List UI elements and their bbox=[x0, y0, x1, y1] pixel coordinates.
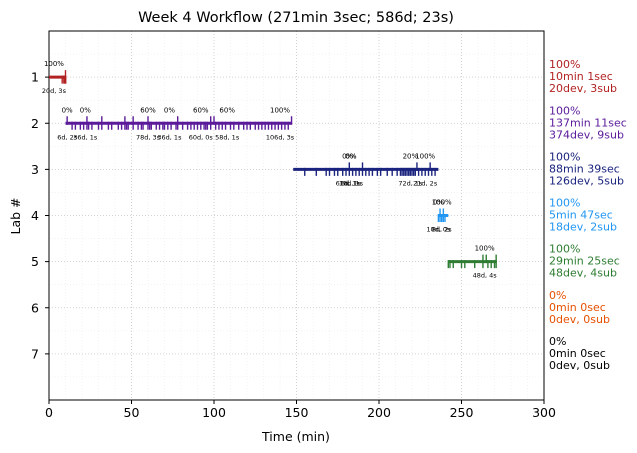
submit-detail-label: 61d, 1s bbox=[336, 179, 361, 187]
submit-score-label: 0% bbox=[80, 106, 91, 114]
submit-detail-label: 78d, 3s bbox=[136, 133, 161, 141]
lab-4-summary-line: 100% bbox=[549, 197, 580, 210]
grid bbox=[48, 31, 545, 400]
submit-score-label: 100% bbox=[475, 245, 495, 253]
y-tick-label: 7 bbox=[31, 346, 39, 361]
submit-score-label: 0% bbox=[342, 152, 353, 160]
lab-4-summary-line: 5min 47sec bbox=[549, 209, 613, 222]
x-tick-label: 100 bbox=[202, 405, 226, 420]
lab-1-summary-line: 100% bbox=[549, 58, 580, 71]
y-tick-label: 6 bbox=[31, 300, 39, 315]
submit-detail-label: 72d, 1s bbox=[398, 179, 423, 187]
lab-2-timeline: 0% 6d, 2s 0% 36d, 1s 60% 78d, 3s 0% 36d, 1s 60% 6… bbox=[57, 106, 295, 141]
lab-2-summary-line: 100% bbox=[549, 104, 580, 117]
lab-6-summary-line: 0min 0sec bbox=[549, 301, 606, 314]
x-tick-label: 50 bbox=[124, 405, 140, 420]
x-tick-label: 0 bbox=[45, 405, 53, 420]
submit-detail-label: 16d, 1s bbox=[339, 179, 364, 187]
submit-score-label: 100% bbox=[432, 199, 452, 207]
submit-detail-label: 58d, 1s bbox=[215, 133, 240, 141]
lab-4-timeline: 0% 10d, 0s 100% 8d, 2s bbox=[426, 199, 452, 234]
y-tick-label: 3 bbox=[31, 162, 39, 177]
submit-score-label: 60% bbox=[140, 106, 156, 114]
lab-6-summary-line: 0dev, 0sub bbox=[549, 313, 610, 326]
lab-2-summary-line: 137min 11sec bbox=[549, 116, 627, 129]
submit-score-label: 100% bbox=[415, 152, 435, 160]
submit-detail-label: 6d, 2s bbox=[57, 133, 78, 141]
submit-detail-label: 20d, 3s bbox=[42, 87, 67, 95]
submit-detail-label: 48d, 4s bbox=[473, 272, 498, 280]
submit-score-label: 60% bbox=[193, 106, 209, 114]
lab-3-summary-line: 100% bbox=[549, 150, 580, 163]
lab-2-summary-line: 374dev, 9sub bbox=[549, 128, 624, 141]
submit-detail-label: 36d, 1s bbox=[157, 133, 182, 141]
lab-5-summary-line: 48dev, 4sub bbox=[549, 267, 617, 280]
submit-score-label: 0% bbox=[164, 106, 175, 114]
lab-1-timeline: 100% 20d, 3s bbox=[42, 60, 67, 95]
lab-3-summary-line: 126dev, 5sub bbox=[549, 174, 624, 187]
x-tick-label: 300 bbox=[532, 405, 556, 420]
y-tick-label: 4 bbox=[31, 208, 39, 223]
submit-detail-label: 21d, 2s bbox=[413, 179, 438, 187]
y-tick-label: 5 bbox=[31, 254, 39, 269]
submit-score-label: 0% bbox=[345, 152, 356, 160]
y-tick-label: 2 bbox=[31, 116, 39, 131]
lab-1-summary-line: 20dev, 3sub bbox=[549, 82, 617, 95]
lab-3-summary-line: 88min 39sec bbox=[549, 162, 620, 175]
x-tick-label: 250 bbox=[450, 405, 474, 420]
y-tick-label: 1 bbox=[31, 70, 39, 85]
submit-detail-label: 6d, 1s bbox=[341, 179, 362, 187]
lab-5-summary-line: 100% bbox=[549, 243, 580, 256]
submit-detail-label: 8d, 2s bbox=[432, 226, 453, 234]
lab-7-summary-line: 0% bbox=[549, 335, 566, 348]
lab-6-summary-line: 0% bbox=[549, 289, 566, 302]
submit-score-label: 0% bbox=[433, 199, 444, 207]
chart-title: Week 4 Workflow (271min 3sec; 586d; 23s) bbox=[138, 10, 454, 26]
lab-5-summary-line: 29min 25sec bbox=[549, 255, 620, 268]
submit-score-label: 100% bbox=[44, 60, 64, 68]
lab-7-summary-line: 0dev, 0sub bbox=[549, 359, 610, 372]
submit-detail-label: 10d, 0s bbox=[426, 226, 451, 234]
lab-7-summary-line: 0min 0sec bbox=[549, 347, 606, 360]
submit-detail-label: 36d, 1s bbox=[73, 133, 98, 141]
x-tick-label: 150 bbox=[285, 405, 309, 420]
submit-score-label: 0% bbox=[62, 106, 73, 114]
axes: 0 50 100 150 200 250 300 1 2 3 4 5 6 7 bbox=[31, 30, 556, 420]
submit-detail-label: 106d, 3s bbox=[266, 133, 295, 141]
lab-4-summary-line: 18dev, 2sub bbox=[549, 221, 617, 234]
x-axis-label: Time (min) bbox=[261, 429, 330, 444]
lab-5-timeline: 100% 48d, 4s bbox=[447, 245, 498, 280]
y-axis-label: Lab # bbox=[8, 197, 23, 234]
submit-score-label: 0% bbox=[345, 152, 356, 160]
submit-detail-label: 60d, 0s bbox=[189, 133, 214, 141]
x-tick-label: 200 bbox=[367, 405, 391, 420]
lab-1-summary-line: 10min 1sec bbox=[549, 70, 613, 83]
submit-score-label: 100% bbox=[270, 106, 290, 114]
submit-score-label: 20% bbox=[403, 152, 419, 160]
submit-score-label: 60% bbox=[219, 106, 235, 114]
